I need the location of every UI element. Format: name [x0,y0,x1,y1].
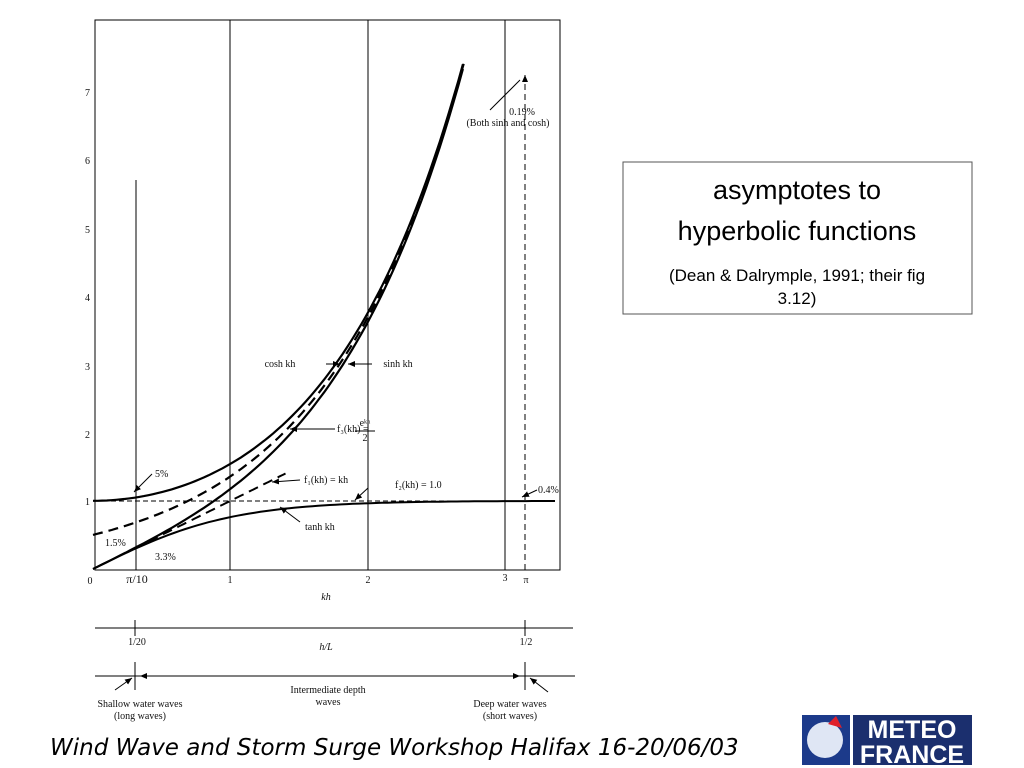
logo-band [853,715,972,765]
tick-label: 0 [88,576,93,587]
annotation: 2 [363,433,368,444]
caption-box: asymptotes to hyperbolic functions (Dean… [622,161,973,315]
annotation: eᵏʰ [360,418,372,429]
tick-label: 5 [85,225,90,236]
caption-title: hyperbolic functions [678,216,917,246]
arrow [133,473,153,493]
annotation: 3.3% [155,552,176,563]
tick-label: 1/20 [128,637,146,648]
annotation: f₃(kh) = [337,424,369,435]
cosh-curve [93,64,464,502]
annotation: tanh kh [305,522,335,533]
annotation: cosh kh [265,359,296,370]
tick-label: 2 [85,430,90,441]
caption-title: asymptotes to [713,175,881,205]
figure-labels: 0 1 2 3 4 5 6 7 π/10 1 2 3 π kh 0.19% (B… [85,88,559,722]
tick-label: 7 [85,88,90,99]
tick-label: 3 [85,362,90,373]
sinh-curve [92,68,464,570]
arrow [521,489,538,498]
logo-globe [807,722,843,758]
logo-mark [828,716,842,728]
axis-label: kh [321,592,330,603]
footer: Wind Wave and Storm Surge Workshop Halif… [50,735,739,761]
leader [489,79,521,111]
tick-label: 4 [85,293,90,304]
linear-curve [133,472,286,550]
annotation: 0.4% [538,485,559,496]
region-label: Deep water waves [473,699,546,710]
region-label: Intermediate depth [290,685,365,696]
caption-source: (Dean & Dalrymple, 1991; their fig [669,266,925,285]
annotation: 1.5% [105,538,126,549]
annotation: f₁(kh) = kh [304,475,348,486]
tick-label: 6 [85,156,90,167]
annotation: 0.19% [509,107,535,118]
axis-label: h/L [319,642,333,653]
arrow [529,677,549,693]
box [622,161,973,315]
tick-label: 1 [85,497,90,508]
annotation: (Both sinh and cosh) [466,118,549,129]
arrow [354,487,369,501]
exp-curve [92,61,466,536]
region-label: waves [316,697,341,708]
tick-label: 1 [228,575,233,586]
tanh-curve [92,500,555,570]
arrow [114,677,133,691]
arrow [271,478,301,485]
region-label: (short waves) [483,711,537,722]
logo-text: METEO [868,716,957,744]
region-label: (long waves) [114,711,166,722]
tick-label: 2 [366,575,371,586]
plot-frame [94,19,561,571]
annotation: f₂(kh) = 1.0 [395,480,442,491]
figure [92,19,575,693]
tick-label: π/10 [126,572,147,586]
annotation: 5% [155,469,168,480]
logo: METEO FRANCE [802,715,972,768]
tick-label: 3 [503,573,508,584]
annotation: sinh kh [383,359,412,370]
region-label: Shallow water waves [98,699,183,710]
tick-label: 1/2 [520,637,533,648]
caption-source: 3.12) [778,289,817,308]
logo-text: FRANCE [860,741,964,768]
tick-label: π [523,575,528,586]
